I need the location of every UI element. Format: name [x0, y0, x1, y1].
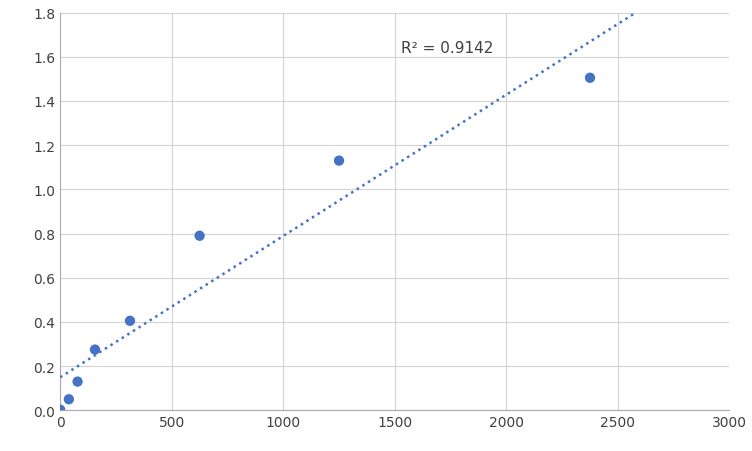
- Point: [54, 406, 66, 414]
- Point: [124, 318, 136, 325]
- Point: [89, 346, 101, 354]
- Point: [333, 158, 345, 165]
- Point: [193, 233, 205, 240]
- Point: [71, 378, 83, 385]
- Text: R² = 0.9142: R² = 0.9142: [402, 41, 494, 56]
- Point: [63, 396, 75, 403]
- Point: [584, 75, 596, 82]
